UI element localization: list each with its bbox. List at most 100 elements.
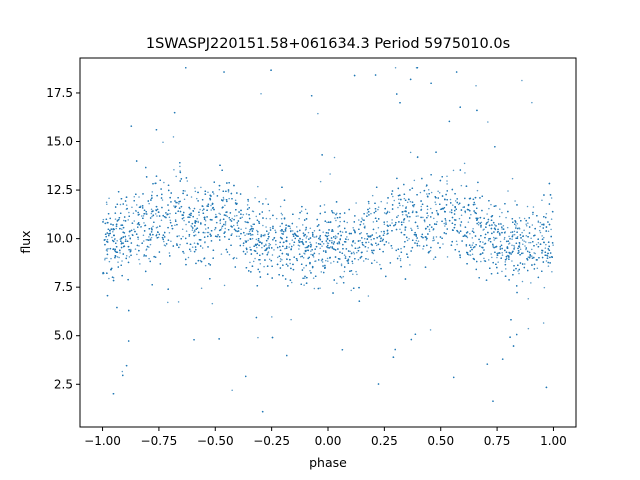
data-point (499, 248, 502, 250)
data-point (331, 241, 333, 244)
data-point (108, 234, 110, 237)
data-point (276, 256, 279, 259)
data-point (398, 202, 401, 205)
data-point (272, 227, 274, 229)
data-point (120, 264, 122, 266)
data-point (321, 258, 324, 261)
data-point (133, 195, 136, 198)
data-point (124, 238, 127, 241)
data-point (248, 217, 251, 220)
data-point (513, 230, 516, 233)
data-point (495, 245, 498, 248)
data-point (445, 204, 448, 206)
data-point (419, 191, 422, 194)
data-point (119, 249, 121, 252)
data-point (234, 215, 236, 217)
data-point (474, 235, 477, 237)
data-point (307, 245, 310, 247)
data-point (191, 229, 194, 231)
data-point (206, 216, 208, 218)
data-point (417, 227, 419, 229)
data-point (336, 217, 339, 219)
data-point (268, 209, 271, 212)
data-point (261, 246, 263, 249)
data-point (474, 245, 476, 248)
data-point (173, 205, 175, 207)
data-point (275, 231, 277, 234)
data-point (414, 333, 417, 335)
data-point (501, 270, 503, 273)
data-point (173, 111, 176, 114)
data-point (331, 211, 334, 214)
data-point (226, 182, 228, 184)
data-point (175, 205, 177, 208)
data-point (445, 221, 447, 223)
data-point (224, 204, 226, 207)
data-point (318, 224, 320, 226)
data-point (467, 221, 470, 223)
data-point (180, 205, 183, 208)
data-point (416, 194, 418, 196)
data-point (200, 287, 203, 290)
data-point (547, 221, 549, 223)
data-point (249, 261, 251, 264)
data-point (231, 198, 233, 200)
data-point (242, 244, 245, 247)
data-point (491, 232, 493, 235)
data-point (150, 199, 152, 201)
data-point (368, 207, 371, 209)
data-point (128, 256, 131, 258)
data-point (479, 197, 481, 199)
data-point (281, 237, 283, 240)
data-point (495, 205, 497, 207)
data-point (305, 228, 307, 230)
data-point (120, 242, 123, 244)
data-point (296, 226, 298, 228)
data-point (236, 222, 239, 224)
data-point (403, 197, 406, 200)
data-point (111, 236, 113, 239)
data-point (347, 250, 350, 252)
data-point (138, 223, 141, 226)
data-point (400, 221, 403, 223)
data-point (437, 190, 439, 192)
data-point (422, 245, 425, 247)
data-point (319, 180, 322, 183)
data-point (513, 244, 515, 247)
data-point (275, 217, 278, 220)
data-point (371, 194, 374, 197)
data-point (310, 250, 312, 252)
data-point (197, 243, 199, 245)
data-point (450, 209, 453, 211)
data-point (409, 200, 412, 203)
data-point (285, 245, 288, 248)
data-point (251, 237, 254, 240)
data-point (550, 235, 552, 238)
data-point (128, 215, 130, 217)
data-point (106, 240, 108, 243)
data-point (460, 221, 463, 223)
data-point (332, 230, 334, 232)
data-point (500, 257, 502, 259)
data-point (499, 234, 501, 236)
data-point (230, 244, 232, 247)
data-point (215, 213, 217, 216)
data-point (366, 215, 368, 217)
data-point (112, 392, 115, 395)
data-point (430, 82, 432, 85)
data-point (223, 284, 226, 287)
data-point (539, 225, 541, 228)
data-point (346, 221, 348, 224)
data-point (548, 203, 551, 205)
data-point (214, 235, 217, 237)
data-point (131, 222, 134, 224)
data-point (507, 240, 510, 242)
data-point (235, 203, 238, 205)
data-point (484, 236, 486, 239)
data-point (153, 255, 155, 258)
data-point (455, 208, 457, 211)
data-point (304, 246, 307, 249)
data-point (543, 286, 546, 289)
data-point (345, 231, 347, 233)
data-point (141, 207, 144, 209)
